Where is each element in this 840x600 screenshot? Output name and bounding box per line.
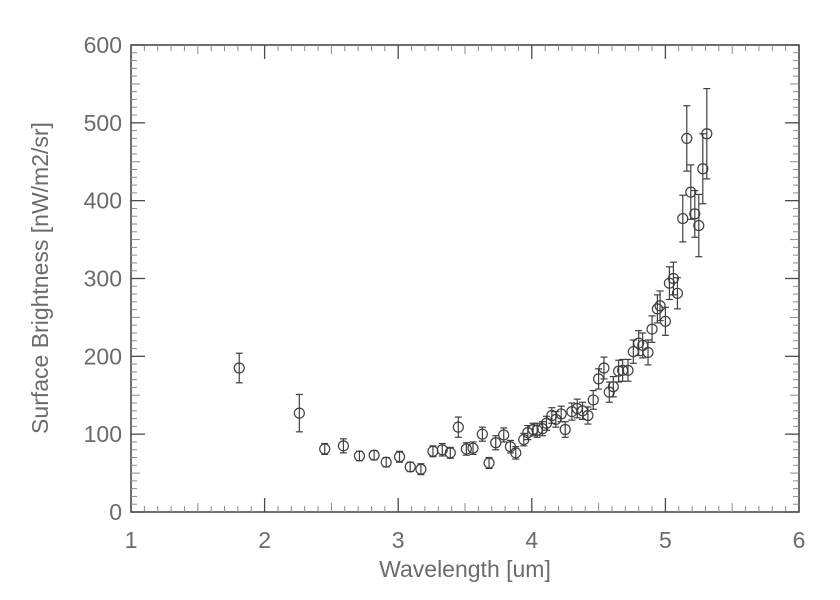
data-point xyxy=(293,407,305,419)
data-point xyxy=(444,447,456,459)
y-tick-label: 200 xyxy=(84,343,122,369)
data-point xyxy=(353,450,366,462)
data-point xyxy=(582,409,594,422)
data-point xyxy=(685,186,697,198)
y-tick-label: 0 xyxy=(109,499,122,525)
y-tick-label: 600 xyxy=(84,32,122,58)
data-point xyxy=(490,437,502,449)
data-point xyxy=(498,429,510,441)
data-point xyxy=(467,442,479,454)
data-point xyxy=(404,461,416,473)
data-point xyxy=(701,128,713,140)
data-point xyxy=(671,287,684,299)
data-point xyxy=(607,381,619,393)
data-point xyxy=(677,212,689,225)
y-tick-label: 300 xyxy=(84,266,122,292)
x-tick-label: 1 xyxy=(125,527,138,553)
y-tick-label: 100 xyxy=(84,421,122,447)
data-point xyxy=(452,421,464,433)
data-point xyxy=(555,408,567,420)
x-tick-label: 2 xyxy=(258,527,271,553)
data-point xyxy=(337,440,350,452)
data-point xyxy=(415,463,427,475)
y-tick-label: 500 xyxy=(84,110,122,136)
data-point xyxy=(460,443,472,455)
data-point xyxy=(510,447,522,459)
x-tick-label: 6 xyxy=(793,527,806,553)
y-tick-label: 400 xyxy=(84,188,122,214)
x-tick-label: 3 xyxy=(392,527,405,553)
data-point xyxy=(654,300,666,312)
data-point xyxy=(476,428,488,440)
data-point xyxy=(598,362,610,374)
y-axis-title: Surface Brightness [nW/m2/sr] xyxy=(27,122,53,434)
data-point xyxy=(559,423,571,436)
x-tick-label: 4 xyxy=(525,527,538,553)
data-point xyxy=(646,323,658,335)
plot-frame xyxy=(130,44,800,513)
x-tick-label: 5 xyxy=(659,527,672,553)
data-point xyxy=(368,449,380,461)
data-point xyxy=(689,208,701,220)
data-point xyxy=(622,364,634,376)
data-point xyxy=(393,451,406,463)
data-point xyxy=(667,272,680,285)
data-point xyxy=(681,132,693,144)
data-point xyxy=(587,394,599,406)
data-point xyxy=(659,315,672,327)
data-point xyxy=(642,346,654,359)
x-axis-title: Wavelength [um] xyxy=(379,556,551,582)
data-point xyxy=(233,362,245,374)
plot-area: 1 2 3 4 5 6 0 100 200 300 400 500 600 xyxy=(84,32,806,553)
data-point xyxy=(483,457,495,469)
data-point xyxy=(693,219,705,232)
data-point xyxy=(380,456,392,468)
data-point xyxy=(697,163,709,175)
data-point xyxy=(651,303,663,315)
data-point xyxy=(319,443,331,455)
data-point xyxy=(436,444,448,456)
